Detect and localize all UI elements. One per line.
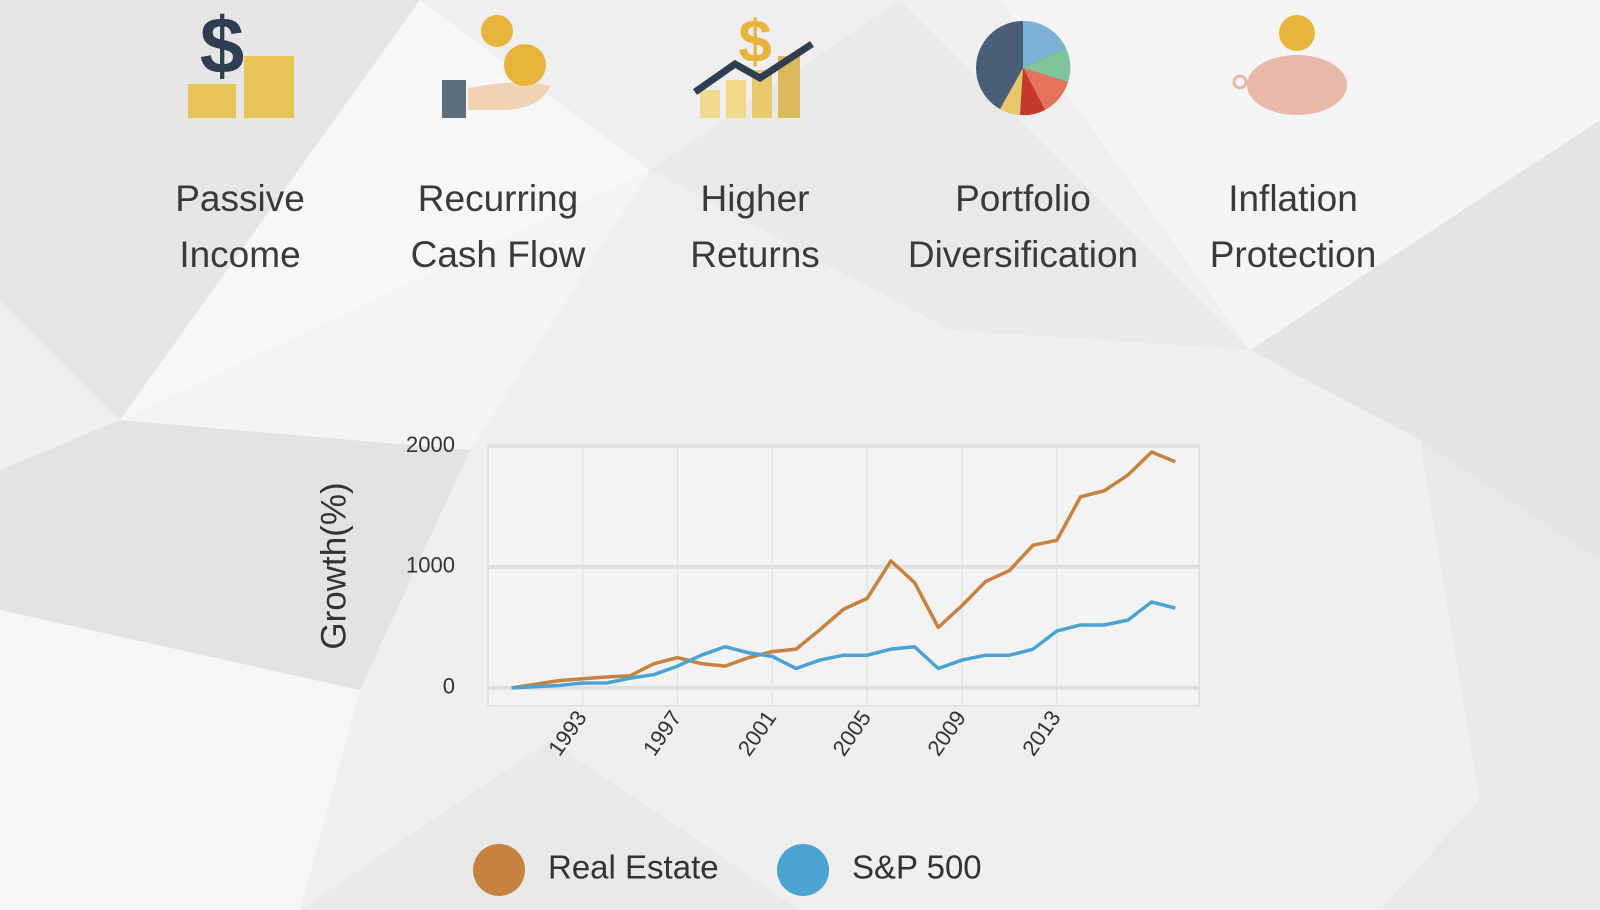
legend-label: S&P 500 — [852, 849, 982, 886]
slice — [1023, 68, 1068, 110]
feature-label: Cash Flow — [411, 234, 586, 275]
icon-cash-flow — [442, 15, 550, 118]
coin — [504, 44, 546, 86]
slice — [1023, 20, 1066, 68]
feature-label: Income — [179, 234, 300, 275]
series-line — [511, 450, 1176, 690]
y-tick-label: 1000 — [406, 553, 455, 578]
sleeve — [442, 80, 466, 118]
bg-shape — [0, 0, 420, 420]
bar — [752, 70, 772, 118]
coins — [188, 84, 236, 118]
bg-shape — [1380, 440, 1600, 910]
y-tick-label: 0 — [443, 674, 455, 699]
icon-passive-income: $ — [188, 1, 294, 118]
y-axis-label: Growth(%) — [314, 482, 353, 649]
legend-label: Real Estate — [548, 849, 719, 886]
hand — [468, 82, 550, 110]
tail — [1232, 74, 1248, 90]
bg-shape — [0, 420, 470, 690]
feature-label: Passive — [175, 178, 305, 219]
feature-label: Higher — [701, 178, 810, 219]
slice — [1023, 48, 1071, 82]
dollar-sign: $ — [738, 8, 771, 75]
slice — [1020, 68, 1045, 116]
bar — [726, 80, 746, 118]
icon-higher-returns: $ — [692, 8, 814, 118]
chart: 1993 1997 2001 2005 2009 2013010002000Growth(… — [314, 432, 1200, 896]
feature-label: Protection — [1210, 234, 1377, 275]
bg-shape — [0, 610, 360, 910]
coins — [244, 56, 294, 118]
coin — [481, 15, 513, 47]
icon-piggy-bank — [1232, 15, 1347, 115]
bg-shape — [300, 740, 800, 910]
y-tick-label: 2000 — [406, 432, 455, 457]
bg-shape — [1250, 120, 1600, 560]
bar — [778, 56, 800, 118]
legend-swatch — [777, 844, 829, 896]
bg-shape — [1000, 0, 1600, 350]
bg-shape — [120, 170, 650, 450]
coin — [1279, 15, 1315, 51]
features: Passive Income Recurring Cash Flow Higher Ret… — [175, 178, 1376, 275]
series-line — [511, 600, 1176, 690]
feature-label: Inflation — [1228, 178, 1358, 219]
slice — [1000, 68, 1023, 115]
feature-label: Diversification — [908, 234, 1138, 275]
arrow — [692, 41, 814, 95]
feature-label: Recurring — [418, 178, 578, 219]
bar — [700, 90, 720, 118]
dollar-sign: $ — [200, 1, 245, 90]
feature-label: Portfolio — [955, 178, 1091, 219]
feature-label: Returns — [690, 234, 820, 275]
pig — [1247, 55, 1347, 115]
plot-area — [487, 445, 1200, 707]
legend-swatch — [473, 844, 525, 896]
icon-diversification — [976, 20, 1071, 116]
